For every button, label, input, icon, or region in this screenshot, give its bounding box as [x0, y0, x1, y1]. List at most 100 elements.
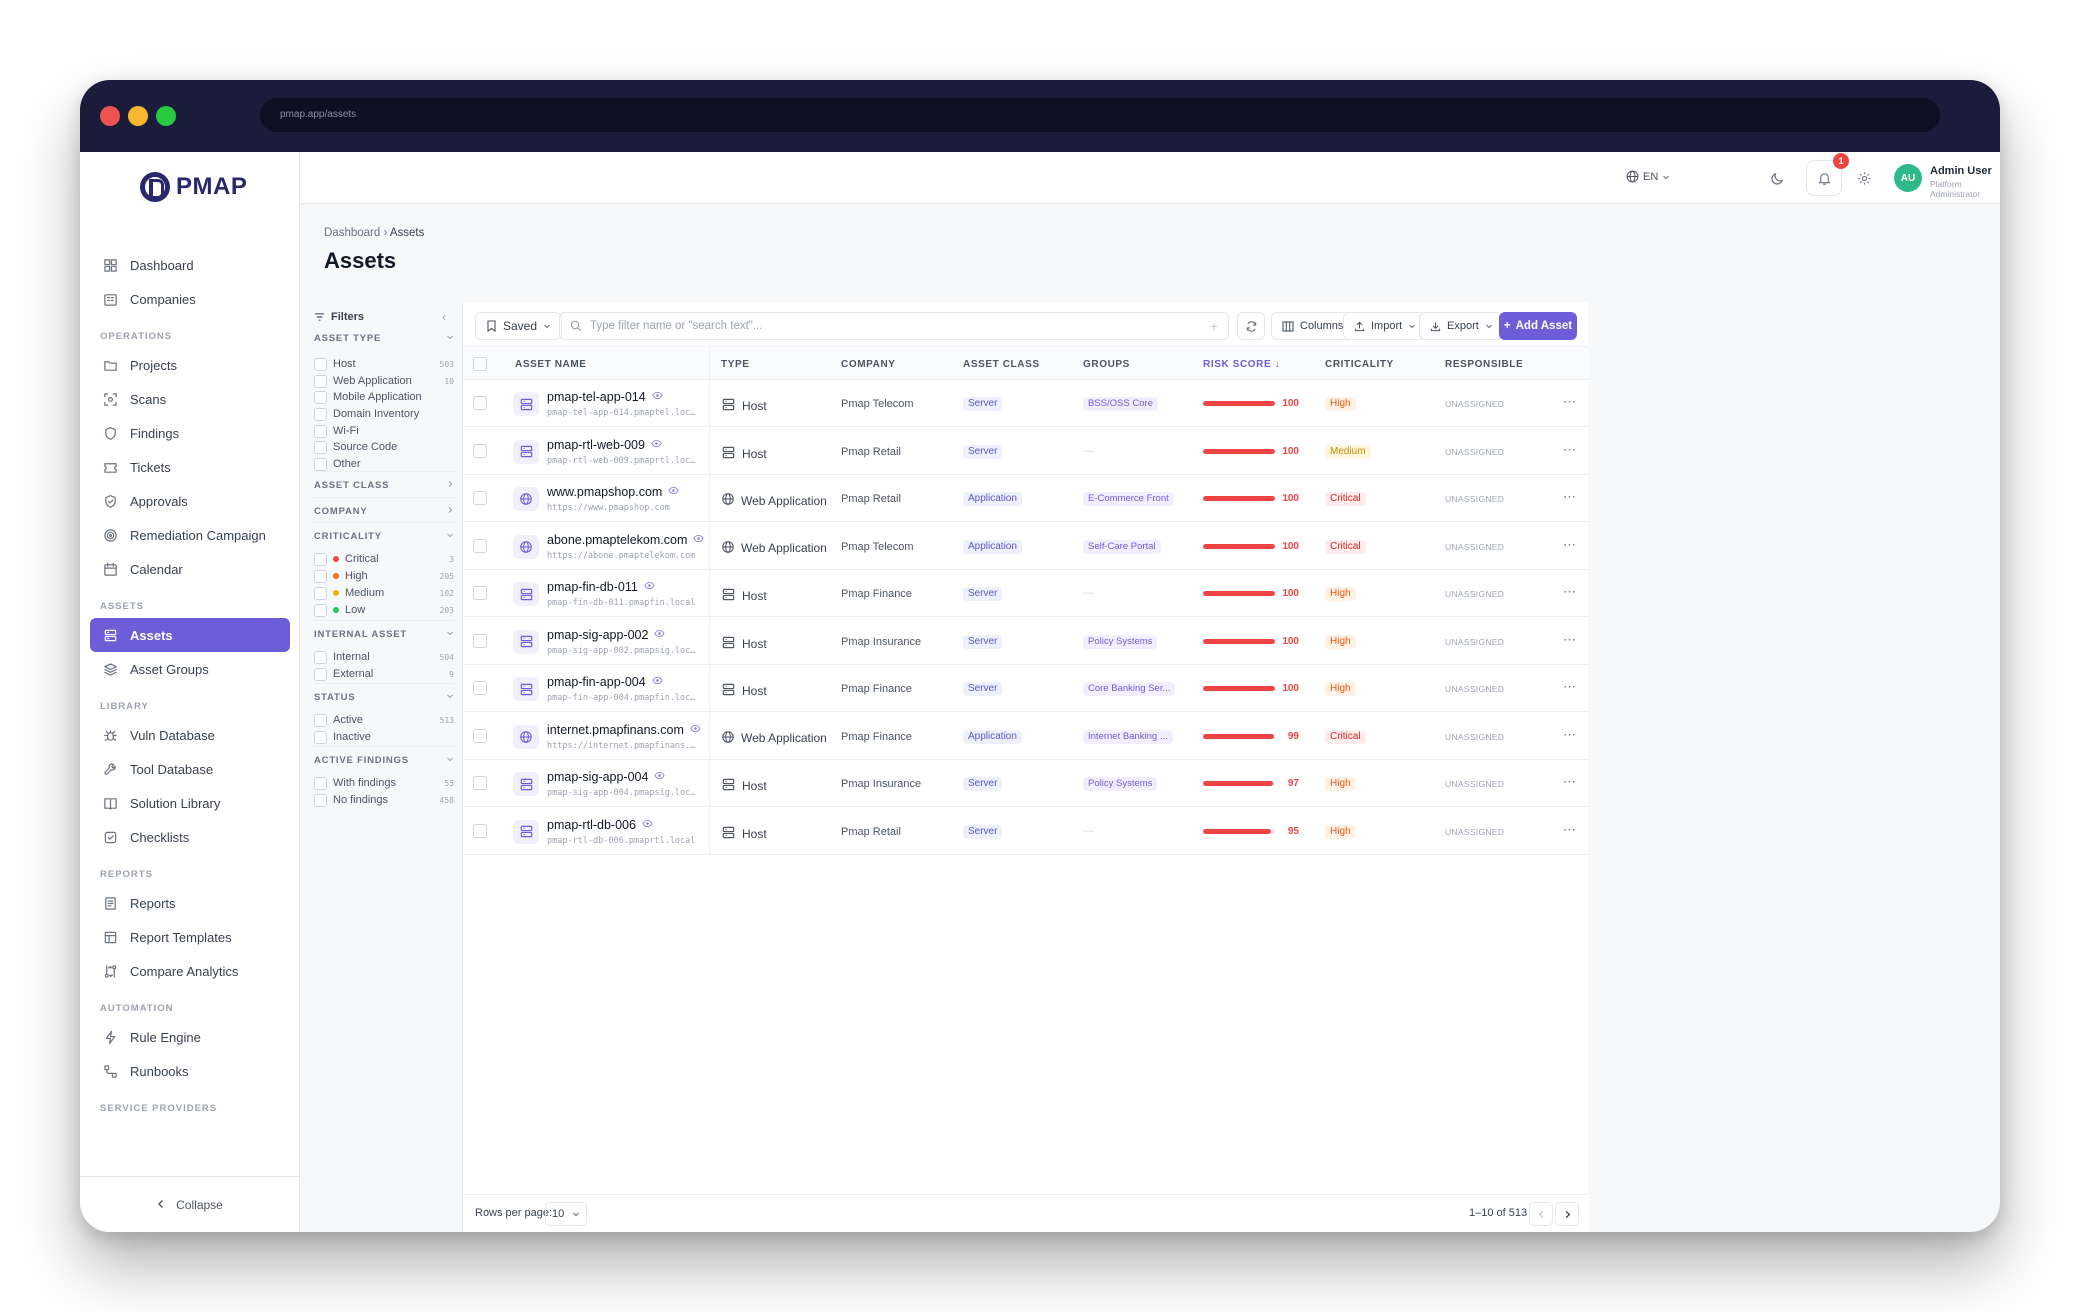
filter-option-wi-fi[interactable]: Wi-Fi: [314, 422, 454, 440]
chevron-down-icon[interactable]: [446, 692, 454, 703]
more-actions-icon[interactable]: ⋯: [1563, 584, 1577, 599]
filter-option-low[interactable]: Low 203: [314, 601, 454, 619]
row-checkbox[interactable]: [473, 823, 487, 838]
filter-option-critical[interactable]: Critical 3: [314, 550, 454, 568]
chevron-down-icon[interactable]: [446, 629, 454, 640]
add-asset-button[interactable]: + Add Asset: [1499, 312, 1577, 340]
sidebar-item-approvals[interactable]: Approvals: [90, 484, 290, 518]
close-window-icon[interactable]: [100, 106, 120, 126]
more-actions-icon[interactable]: ⋯: [1563, 774, 1577, 789]
filter-section-active-findings[interactable]: ACTIVE FINDINGS: [314, 755, 454, 766]
filter-checkbox[interactable]: [314, 552, 327, 566]
asset-name-cell[interactable]: pmap-sig-app-002: [547, 628, 666, 642]
rows-per-page-select[interactable]: 10: [545, 1202, 587, 1226]
filter-option-source-code[interactable]: Source Code: [314, 438, 454, 456]
eye-icon[interactable]: [652, 391, 663, 403]
responsible-cell[interactable]: UNASSIGNED: [1445, 731, 1505, 742]
row-checkbox[interactable]: [473, 728, 487, 743]
eye-icon[interactable]: [644, 581, 655, 593]
group-badge[interactable]: Self-Care Portal: [1083, 539, 1161, 554]
user-name[interactable]: Admin User: [1930, 165, 1992, 177]
chevron-down-icon[interactable]: [446, 755, 454, 766]
more-actions-icon[interactable]: ⋯: [1563, 631, 1577, 647]
brand-logo[interactable]: PMAP: [140, 170, 247, 204]
filter-section-asset-class[interactable]: ASSET CLASS: [314, 480, 454, 491]
row-checkbox[interactable]: [473, 538, 487, 553]
add-filter-icon[interactable]: +: [1209, 318, 1218, 334]
filter-section-criticality[interactable]: CRITICALITY: [314, 531, 454, 542]
group-badge[interactable]: Policy Systems: [1083, 777, 1158, 791]
responsible-cell[interactable]: UNASSIGNED: [1445, 399, 1505, 409]
maximize-window-icon[interactable]: [156, 106, 176, 126]
notifications-button[interactable]: 1: [1806, 153, 1849, 196]
row-checkbox[interactable]: [473, 396, 487, 410]
asset-name-cell[interactable]: pmap-rtl-db-006: [547, 818, 653, 832]
saved-filters-button[interactable]: Saved: [475, 312, 563, 340]
theme-toggle[interactable]: [1764, 165, 1790, 191]
group-badge[interactable]: Internet Banking ...: [1083, 729, 1173, 744]
sidebar-item-checklists[interactable]: Checklists: [90, 820, 290, 854]
more-actions-icon[interactable]: ⋯: [1563, 489, 1577, 504]
asset-name[interactable]: pmap-rtl-db-006: [547, 817, 636, 832]
table-row[interactable]: pmap-sig-app-002 pmap-sig-app-002.pmapsig…: [463, 617, 1589, 665]
asset-name-cell[interactable]: pmap-tel-app-014: [547, 390, 663, 404]
import-button[interactable]: Import: [1343, 312, 1428, 340]
filter-checkbox[interactable]: [314, 424, 327, 438]
filter-checkbox[interactable]: [314, 569, 327, 583]
more-actions-icon[interactable]: ⋯: [1563, 726, 1577, 742]
asset-name-cell[interactable]: pmap-rtl-web-009: [547, 438, 662, 452]
asset-name-cell[interactable]: internet.pmapfinans.com: [547, 723, 701, 737]
filter-checkbox[interactable]: [314, 357, 327, 371]
table-row[interactable]: pmap-rtl-db-006 pmap-rtl-db-006.pmaprtl.l…: [463, 807, 1589, 855]
asset-name-cell[interactable]: pmap-sig-app-004: [547, 770, 666, 784]
settings-button[interactable]: [1851, 165, 1877, 191]
breadcrumb-dashboard[interactable]: Dashboard: [324, 227, 381, 239]
sidebar-item-compare-analytics[interactable]: Compare Analytics: [90, 954, 290, 988]
eye-icon[interactable]: [642, 819, 653, 831]
eye-icon[interactable]: [693, 534, 704, 546]
asset-name[interactable]: pmap-fin-app-004: [547, 675, 646, 689]
sidebar-item-projects[interactable]: Projects: [90, 348, 290, 382]
more-actions-icon[interactable]: ⋯: [1563, 441, 1577, 457]
sidebar-item-tickets[interactable]: Tickets: [90, 450, 290, 484]
sidebar-item-asset-groups[interactable]: Asset Groups: [90, 652, 290, 686]
more-actions-icon[interactable]: ⋯: [1563, 679, 1577, 694]
table-row[interactable]: internet.pmapfinans.com https://internet.…: [463, 712, 1589, 760]
group-badge[interactable]: Policy Systems: [1083, 634, 1158, 649]
chevron-down-icon[interactable]: [446, 531, 454, 542]
sidebar-item-reports[interactable]: Reports: [90, 886, 290, 920]
asset-name[interactable]: pmap-rtl-web-009: [547, 437, 645, 452]
columns-button[interactable]: Columns: [1271, 312, 1355, 340]
search-input[interactable]: Type filter name or "search text"... +: [559, 312, 1229, 340]
row-checkbox[interactable]: [473, 586, 487, 600]
responsible-cell[interactable]: UNASSIGNED: [1445, 779, 1505, 789]
sidebar-item-runbooks[interactable]: Runbooks: [90, 1054, 290, 1088]
sidebar-item-dashboard[interactable]: Dashboard: [90, 248, 290, 282]
table-row[interactable]: pmap-rtl-web-009 pmap-rtl-web-009.pmaprtl…: [463, 427, 1589, 475]
filter-checkbox[interactable]: [314, 407, 327, 421]
asset-name-cell[interactable]: www.pmapshop.com: [547, 485, 679, 499]
collapse-button[interactable]: Collapse: [80, 1176, 299, 1232]
filter-option-mobile-application[interactable]: Mobile Application: [314, 388, 454, 406]
filter-checkbox[interactable]: [314, 586, 327, 600]
filter-checkbox[interactable]: [314, 730, 327, 744]
group-badge[interactable]: Core Banking Ser...: [1083, 682, 1176, 696]
header-responsible[interactable]: RESPONSIBLE: [1445, 359, 1524, 370]
asset-name-cell[interactable]: pmap-fin-db-011: [547, 580, 655, 594]
filter-option-internal[interactable]: Internal 504: [314, 648, 454, 666]
table-row[interactable]: pmap-fin-db-011 pmap-fin-db-011.pmapfin.l…: [463, 570, 1589, 617]
header-criticality[interactable]: CRITICALITY: [1325, 359, 1394, 370]
responsible-cell[interactable]: UNASSIGNED: [1445, 541, 1505, 552]
asset-name[interactable]: www.pmapshop.com: [547, 485, 663, 499]
filter-option-domain-inventory[interactable]: Domain Inventory: [314, 405, 454, 423]
group-badge[interactable]: E-Commerce Front: [1083, 492, 1174, 506]
eye-icon[interactable]: [690, 724, 701, 736]
responsible-cell[interactable]: UNASSIGNED: [1445, 494, 1505, 504]
asset-name[interactable]: pmap-tel-app-014: [547, 390, 646, 404]
filter-option-high[interactable]: High 205: [314, 567, 454, 585]
select-all-checkbox[interactable]: [473, 357, 487, 371]
chevron-down-icon[interactable]: [446, 333, 454, 344]
responsible-cell[interactable]: UNASSIGNED: [1445, 636, 1505, 647]
row-checkbox[interactable]: [473, 443, 487, 458]
sidebar-item-rule-engine[interactable]: Rule Engine: [90, 1020, 290, 1054]
